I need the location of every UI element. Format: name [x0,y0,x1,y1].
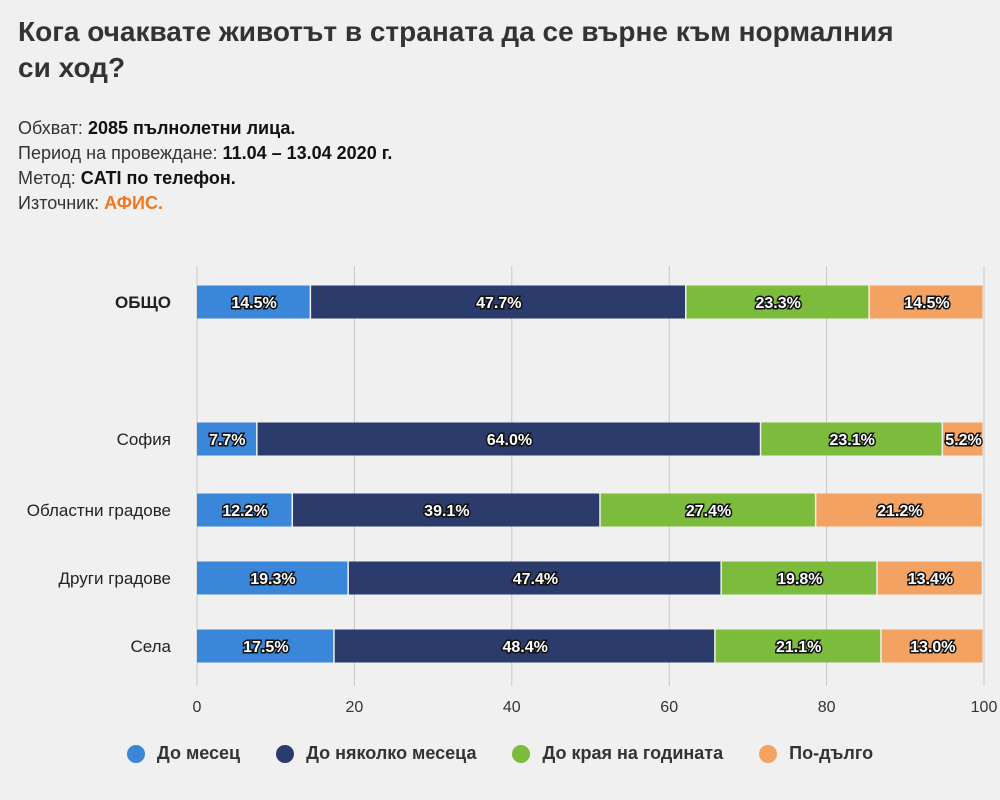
bar-segment [257,422,760,456]
bar-segment [877,561,982,595]
x-tick-label: 100 [971,699,998,716]
bar-segment [715,629,881,663]
bar-segment [869,285,983,319]
meta-period-value: 11.04 – 13.04 2020 г. [222,143,393,163]
legend-label: До няколко месеца [306,743,477,763]
x-tick-label: 20 [346,699,364,716]
data-label: 14.5% [904,295,949,312]
category-label: Други градове [59,569,171,588]
data-label: 13.0% [910,639,955,656]
data-label: 23.3% [756,295,801,312]
data-label: 17.5% [243,639,288,656]
data-label: 64.0% [487,432,532,449]
data-label: 5.2% [945,432,981,449]
legend-swatch [512,744,531,763]
legend-swatch [759,744,778,763]
bar-segment [881,629,983,663]
category-label: Села [130,637,171,656]
data-label: 47.7% [476,295,521,312]
meta-source-label: Източник: [18,193,100,213]
x-tick-label: 60 [660,699,678,716]
bar-segment [686,285,869,319]
legend-item: До няколко месеца [276,743,476,764]
survey-meta: Обхват: 2085 пълнолетни лица. Период на … [18,116,392,216]
bar-segment [197,561,348,595]
data-label: 21.1% [776,639,821,656]
x-tick-label: 0 [193,699,202,716]
category-label: ОБЩО [115,293,171,312]
legend-label: По-дълго [789,743,874,763]
data-label: 14.5% [231,295,276,312]
x-tick-label: 80 [818,699,836,716]
bar-segment [197,629,334,663]
data-label: 21.2% [877,503,922,520]
data-label: 47.4% [513,571,558,588]
bar-segment [816,493,982,527]
meta-coverage-label: Обхват: [18,118,83,138]
data-label: 13.4% [908,571,953,588]
category-label: Областни градове [27,501,171,520]
data-label: 48.4% [502,639,547,656]
bar-segment [721,561,877,595]
meta-source-value: АФИС. [104,193,163,213]
meta-coverage-value: 2085 пълнолетни лица. [87,118,296,138]
meta-coverage: Обхват: 2085 пълнолетни лица. [18,116,392,141]
legend-label: До края на годината [542,743,724,763]
meta-method-value: CATI по телефон. [80,168,236,188]
legend-label: До месец [156,743,241,763]
bar-segment [348,561,721,595]
meta-source: Източник: АФИС. [18,191,392,216]
data-label: 27.4% [686,503,731,520]
bar-segment [197,493,292,527]
data-label: 19.3% [250,571,295,588]
legend-item: По-дълго [759,743,873,764]
meta-period: Период на провеждане: 11.04 – 13.04 2020… [18,141,392,166]
meta-method: Метод: CATI по телефон. [18,166,392,191]
category-label: София [117,430,171,449]
data-label: 19.8% [777,571,822,588]
data-label: 7.7% [209,432,245,449]
meta-method-label: Метод: [18,168,76,188]
data-label: 12.2% [222,503,267,520]
legend-item: До края на годината [512,743,723,764]
bar-segment [334,629,715,663]
bar-segment [197,422,257,456]
bar-segment [761,422,942,456]
bar-segment [311,285,686,319]
bar-segment [293,493,600,527]
legend-item: До месец [126,743,241,764]
bar-segment [943,422,983,456]
legend-swatch [126,744,145,763]
x-tick-label: 40 [503,699,521,716]
chart-title: Кога очаквате животът в страната да се в… [18,16,894,83]
chart-legend: До месец До няколко месеца До края на годи… [0,743,1000,764]
data-label: 23.1% [829,432,874,449]
bar-segment [197,285,310,319]
data-label: 39.1% [424,503,469,520]
bar-segment [600,493,815,527]
legend-swatch [276,744,295,763]
meta-period-label: Период на провеждане: [18,143,218,163]
